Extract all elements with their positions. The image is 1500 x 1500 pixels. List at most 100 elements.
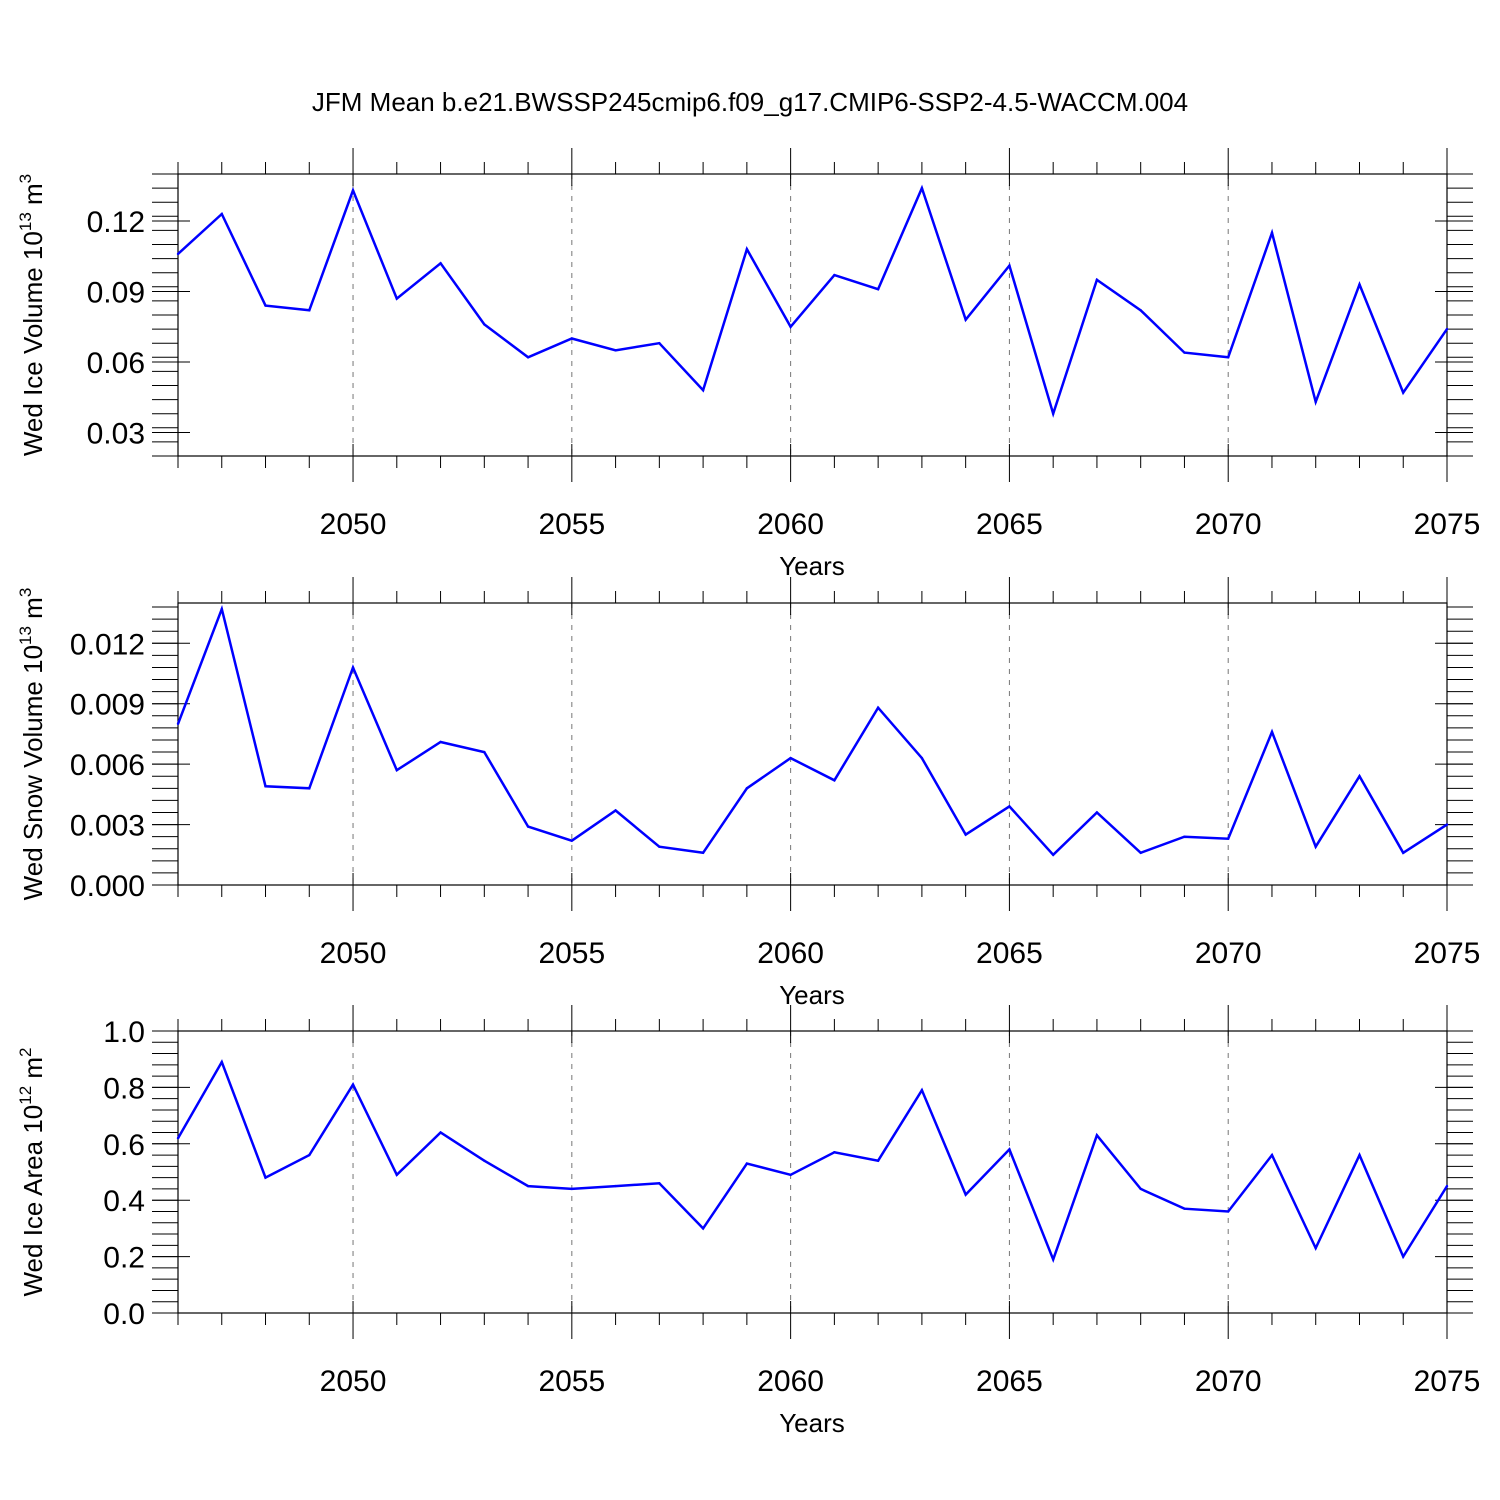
y-tick-label: 0.0 [103,1298,145,1331]
data-point [570,1187,574,1191]
data-point [745,248,749,251]
y-tick-label: 0.006 [70,749,145,782]
data-point [483,750,486,754]
data-point [1183,1207,1186,1210]
data-point [876,706,880,709]
data-point [833,273,836,277]
data-point [264,1176,267,1179]
y-axis-label: Wed Snow Volume 1013 m3 [16,588,48,901]
data-point [833,779,836,782]
data-point [745,1162,749,1165]
data-point [1227,1210,1230,1213]
y-tick-label: 0.09 [87,277,145,310]
data-point [1008,1148,1011,1151]
data-point [1227,837,1230,840]
y-tick-label: 0.003 [70,810,145,843]
data-point [395,297,398,300]
data-point [1445,327,1449,331]
y-tick-label: 0.06 [87,347,145,380]
data-point [1183,835,1186,838]
data-point [395,768,398,772]
y-tick-label: 1.0 [103,1016,145,1049]
data-point [964,318,967,321]
data-point [176,252,180,256]
data-point [964,1193,967,1196]
x-tick-label: 2065 [976,1365,1043,1398]
data-point [1051,412,1055,415]
data-point [920,186,924,190]
x-tick-label: 2055 [538,937,605,970]
data-point [1095,278,1099,281]
data-point [308,1153,311,1157]
data-point [439,262,442,265]
x-tick-label: 2050 [320,1365,387,1398]
x-tick-label: 2070 [1195,1365,1262,1398]
data-point [526,825,530,828]
data-point [1358,283,1361,286]
data-point [1008,805,1011,808]
data-point [220,607,223,611]
data-point [789,1173,792,1177]
data-point [1095,1134,1099,1137]
data-point [745,787,749,790]
data-point [351,189,355,192]
x-tick-label: 2065 [976,508,1043,541]
x-tick-label: 2075 [1414,937,1481,970]
series-line [176,604,1448,857]
plot-frame [177,173,1448,457]
y-tick-label: 0.4 [103,1185,145,1218]
data-point [876,287,880,291]
data-point [1270,730,1274,734]
data-point [614,1184,617,1188]
x-axis-label: Years [779,1408,845,1438]
data-point [483,1159,486,1162]
data-point [308,309,311,312]
y-tick-label: 0.03 [87,418,145,451]
x-tick-label: 2055 [538,1365,605,1398]
data-point [1139,1187,1142,1191]
data-point [658,1182,661,1185]
data-point [1445,1184,1449,1188]
data-point [351,1083,355,1086]
data-point [920,756,924,760]
data-point [701,389,705,392]
data-point [395,1173,398,1177]
x-tick-label: 2070 [1195,508,1262,541]
data-point [1402,851,1405,854]
y-axis-label: Wed Ice Area 1012 m2 [16,1047,48,1296]
data-point [1051,1258,1055,1261]
chart-title: JFM Mean b.e21.BWSSP245cmip6.f09_g17.CMI… [312,87,1188,117]
x-tick-label: 2060 [757,937,824,970]
y-tick-label: 0.009 [70,689,145,722]
data-point [1008,264,1011,267]
data-point [264,785,267,788]
data-point [264,304,267,307]
data-point [351,666,355,669]
data-point [789,325,792,328]
data-point [1270,231,1274,234]
data-point [1358,1153,1361,1157]
data-point [1314,845,1317,848]
data-point [1402,1255,1405,1258]
x-tick-label: 2075 [1414,508,1481,541]
y-tick-label: 0.000 [70,870,145,903]
plot-frame [177,1030,1448,1314]
panel-1: 0.03 0.06 0.09 0.12 2050 2055 2060 2065 2070 2075… [16,148,1480,581]
data-point [701,1227,705,1230]
data-point [1051,853,1055,856]
x-tick-label: 2065 [976,937,1043,970]
data-point [570,839,574,842]
y-axis-label: Wed Ice Volume 1013 m3 [16,174,48,456]
x-tick-label: 2050 [320,937,387,970]
data-point [1227,356,1230,359]
data-point [176,722,180,726]
panels: 0.03 0.06 0.09 0.12 2050 2055 2060 2065 2070 2075… [16,148,1480,1438]
x-tick-label: 2075 [1414,1365,1481,1398]
data-point [1139,309,1142,312]
data-point [658,845,661,848]
x-tick-label: 2050 [320,508,387,541]
panel-2: 0.000 0.003 0.006 0.009 0.012 2050 2055 2060 206… [16,577,1480,1010]
x-axis-label: Years [779,551,845,581]
data-point [1445,823,1449,826]
